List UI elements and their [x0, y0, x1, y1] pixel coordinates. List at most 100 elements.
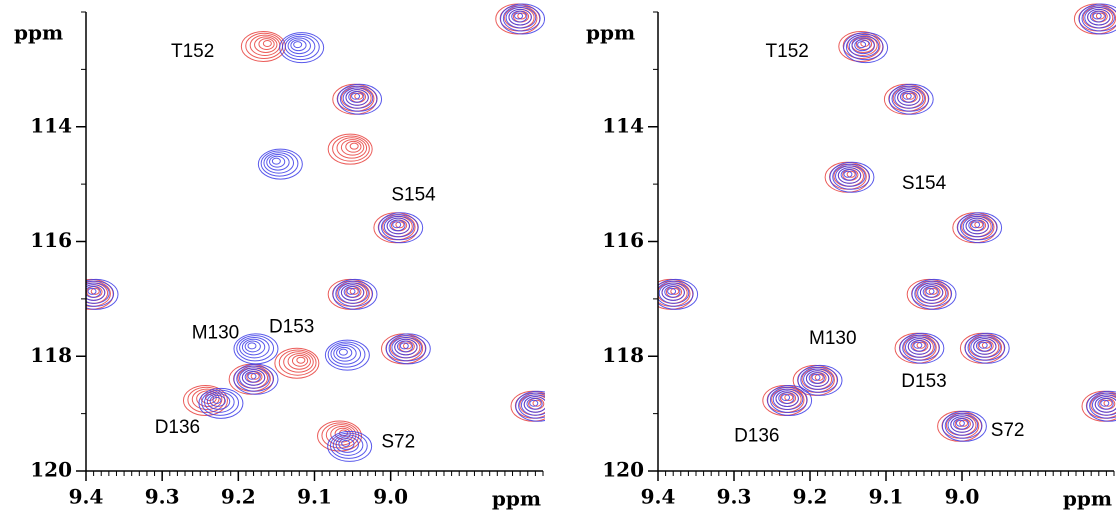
peak-contour [800, 366, 839, 393]
y-axis-label: ppm [586, 21, 635, 45]
peak-contour [281, 33, 320, 61]
peak-contour [201, 389, 240, 416]
peak-contour [917, 282, 948, 304]
peak-contour [670, 287, 680, 295]
peak-contour [332, 135, 370, 162]
peak-contour [324, 339, 370, 371]
peak-contour [968, 219, 985, 232]
peak-contour [339, 85, 378, 112]
x-tick-label: 9.0 [945, 485, 980, 509]
peak-contour [944, 412, 983, 439]
peak-contour [500, 3, 545, 35]
peak-contour [247, 342, 257, 350]
peak-contour [338, 348, 348, 356]
peak-contour [335, 280, 374, 307]
peak-contour [767, 384, 813, 416]
peak-contour [970, 336, 1001, 358]
peak-contour [518, 392, 545, 419]
peak-contour [250, 372, 260, 380]
peak-contour [928, 287, 938, 295]
peak-contour [914, 280, 953, 307]
peak-contour [1086, 390, 1116, 422]
peak-contour [814, 373, 824, 381]
peak-contour [775, 390, 799, 407]
peak-contour [947, 414, 979, 436]
peak-contour [338, 438, 355, 450]
peak-contour [392, 221, 402, 229]
peak-contour [781, 393, 791, 401]
x-axis-label: ppm [492, 487, 541, 511]
peak-contour [840, 168, 857, 181]
peak-contour [1103, 399, 1113, 407]
x-tick-label: 9.4 [641, 485, 676, 509]
peak-contour [254, 36, 278, 53]
x-tick-label: 9.3 [145, 485, 180, 509]
peak-contour [287, 37, 311, 55]
peak-contour [86, 282, 110, 304]
peak-contour [978, 341, 988, 349]
y-tick-label: 118 [602, 343, 644, 367]
peak-contour [811, 373, 821, 381]
peak-contour [1097, 397, 1114, 410]
y-tick-label: 114 [30, 113, 72, 137]
y-tick-label: 120 [602, 458, 644, 482]
peak-contour [778, 392, 795, 404]
peak-contour [349, 142, 359, 150]
peak-contour [239, 367, 270, 389]
peak-contour [86, 278, 119, 310]
peak-contour [959, 419, 969, 427]
peak-contour [342, 87, 374, 109]
peak-contour [769, 386, 808, 413]
peak-contour [532, 399, 542, 407]
peak-label: S72 [381, 431, 415, 452]
peak-contour [523, 396, 545, 413]
peak-contour [340, 139, 365, 156]
peak-contour [397, 340, 414, 353]
peak-contour [86, 284, 106, 301]
y-tick-label: 118 [30, 343, 72, 367]
peak-contour [206, 393, 231, 410]
peak-contour [784, 393, 794, 401]
panel: 9.4 9.3 9.2 9.1 9.0 114 116 118 120 ppm ppm T152 S15… [586, 3, 1116, 511]
peak-contour [967, 334, 1006, 361]
peak-contour [511, 10, 528, 23]
peak-contour [329, 432, 368, 459]
peak-contour [385, 333, 431, 365]
peak-contour [891, 85, 930, 112]
peak-contour [279, 32, 325, 64]
peak-label: S72 [991, 420, 1025, 441]
peak-contour [843, 170, 853, 178]
peak-contour [209, 395, 226, 407]
peak-contour [1081, 5, 1116, 32]
panel: 9.4 9.3 9.2 9.1 9.0 114 116 118 120 ppm ppm T152 S15… [14, 3, 545, 511]
peak-contour [87, 287, 97, 295]
y-tick-label: 116 [602, 228, 644, 252]
y-tick-label: 114 [602, 113, 644, 137]
peak-contour [843, 32, 889, 64]
peak-contour [86, 286, 101, 298]
peak-contour [236, 335, 275, 362]
peak-contour [236, 365, 275, 392]
peak-contour [340, 284, 365, 301]
peak-contour [325, 424, 357, 446]
peak-contour [182, 384, 228, 416]
peak-contour [1078, 3, 1116, 35]
peak-contour [959, 214, 998, 241]
peak-contour [658, 280, 694, 307]
peak-label: D153 [269, 317, 314, 338]
peak-contour [1089, 10, 1107, 23]
peak-contour [797, 364, 843, 396]
peak-contour [258, 38, 275, 50]
peak-contour [962, 215, 994, 238]
peak-contour [354, 92, 364, 100]
peak-contour [244, 340, 261, 353]
peak-contour [974, 221, 984, 229]
peak-label: M130 [192, 322, 240, 343]
peak-contour [284, 35, 316, 58]
peak-contour [341, 439, 351, 447]
peak-contour [897, 89, 921, 106]
peak-contour [1089, 392, 1116, 419]
peak-contour [90, 287, 100, 295]
x-tick-label: 9.3 [717, 485, 752, 509]
peak-contour [854, 39, 871, 52]
